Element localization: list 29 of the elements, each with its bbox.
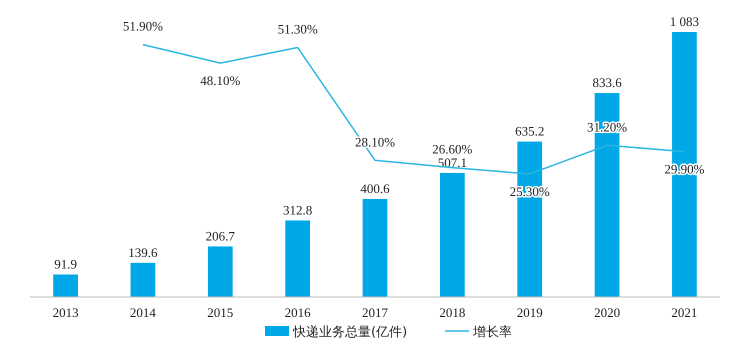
x-tick-label: 2016 xyxy=(284,305,312,320)
data-label: 51.90% xyxy=(122,18,164,34)
x-tick-label: 2020 xyxy=(594,305,620,320)
legend-label: 增长率 xyxy=(472,324,512,340)
data-label: 91.9 xyxy=(54,256,77,272)
bar xyxy=(130,262,156,297)
bar xyxy=(208,246,233,297)
x-tick-label: 2017 xyxy=(362,305,388,320)
x-tick-label: 2013 xyxy=(52,305,79,320)
bar xyxy=(53,274,78,297)
data-label: 312.8 xyxy=(283,202,312,218)
x-tick-label: 2015 xyxy=(207,305,234,320)
data-label: 51.30% xyxy=(278,22,318,37)
data-label: 48.10% xyxy=(200,73,240,88)
x-tick-label: 2014 xyxy=(130,305,156,320)
data-label: 139.6 xyxy=(128,244,158,260)
bar xyxy=(440,172,465,297)
legend-label: 快递业务总量(亿件) xyxy=(292,325,408,340)
x-tick-label: 2021 xyxy=(671,305,698,320)
data-label: 26.60% xyxy=(432,142,473,157)
bar xyxy=(285,220,310,297)
data-label: 1 083 xyxy=(670,14,700,29)
data-label: 206.7 xyxy=(206,228,236,244)
data-label: 833.6 xyxy=(592,75,622,90)
bar xyxy=(362,198,388,297)
x-tick-label: 2019 xyxy=(516,305,543,320)
x-tick-label: 2018 xyxy=(439,305,466,320)
data-label: 635.2 xyxy=(515,124,544,139)
data-label: 400.6 xyxy=(360,180,390,196)
